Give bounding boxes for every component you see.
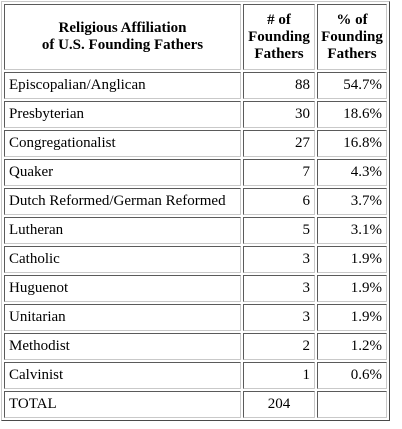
total-count: 204 [243,391,315,418]
table-row: Lutheran 5 3.1% [4,217,387,244]
row-percent: 0.6% [317,362,387,389]
row-percent: 3.1% [317,217,387,244]
table-row: Methodist 2 1.2% [4,333,387,360]
row-affiliation-name: Episcopalian/Anglican [4,72,241,99]
row-affiliation-name: Catholic [4,246,241,273]
header-affiliation: Religious Affiliation of U.S. Founding F… [4,4,241,70]
header-count-line-1: # of [267,11,291,28]
row-count: 27 [243,130,315,157]
row-affiliation-name: Dutch Reformed/German Reformed [4,188,241,215]
row-count: 5 [243,217,315,244]
table-row: Huguenot 3 1.9% [4,275,387,302]
header-percent-line-3: Fathers [327,45,377,62]
row-percent: 18.6% [317,101,387,128]
row-percent: 1.9% [317,275,387,302]
row-percent: 4.3% [317,159,387,186]
row-count: 2 [243,333,315,360]
table-row: Unitarian 3 1.9% [4,304,387,331]
row-percent: 54.7% [317,72,387,99]
header-affiliation-line-2: of U.S. Founding Fathers [41,37,204,53]
row-count: 3 [243,275,315,302]
row-affiliation-name: Presbyterian [4,101,241,128]
header-count-line-3: Fathers [254,45,304,62]
total-label: TOTAL [4,391,241,418]
header-count: # of Founding Fathers [243,4,315,70]
row-count: 1 [243,362,315,389]
row-affiliation-name: Unitarian [4,304,241,331]
row-affiliation-name: Congregationalist [4,130,241,157]
row-percent: 3.7% [317,188,387,215]
table-row: Catholic 3 1.9% [4,246,387,273]
total-row: TOTAL 204 [4,391,387,418]
religious-affiliation-table: Religious Affiliation of U.S. Founding F… [1,1,390,421]
table-row: Calvinist 1 0.6% [4,362,387,389]
header-percent: % of Founding Fathers [317,4,387,70]
header-count-line-2: Founding [248,28,310,45]
header-percent-line-1: % of [336,11,368,28]
table-header-row: Religious Affiliation of U.S. Founding F… [4,4,387,70]
row-affiliation-name: Lutheran [4,217,241,244]
row-affiliation-name: Calvinist [4,362,241,389]
table-row: Presbyterian 30 18.6% [4,101,387,128]
table-row: Quaker 7 4.3% [4,159,387,186]
header-affiliation-line-1: Religious Affiliation [58,20,187,36]
row-count: 7 [243,159,315,186]
row-affiliation-name: Methodist [4,333,241,360]
table-row: Congregationalist 27 16.8% [4,130,387,157]
founding-fathers-table-wrapper: Religious Affiliation of U.S. Founding F… [1,1,390,421]
row-percent: 1.9% [317,246,387,273]
row-count: 88 [243,72,315,99]
row-count: 6 [243,188,315,215]
row-count: 3 [243,246,315,273]
row-count: 3 [243,304,315,331]
row-percent: 1.9% [317,304,387,331]
row-affiliation-name: Quaker [4,159,241,186]
table-row: Dutch Reformed/German Reformed 6 3.7% [4,188,387,215]
row-count: 30 [243,101,315,128]
row-percent: 16.8% [317,130,387,157]
row-affiliation-name: Huguenot [4,275,241,302]
table-row: Episcopalian/Anglican 88 54.7% [4,72,387,99]
row-percent: 1.2% [317,333,387,360]
total-percent [317,391,387,418]
header-percent-line-2: Founding [321,28,383,45]
